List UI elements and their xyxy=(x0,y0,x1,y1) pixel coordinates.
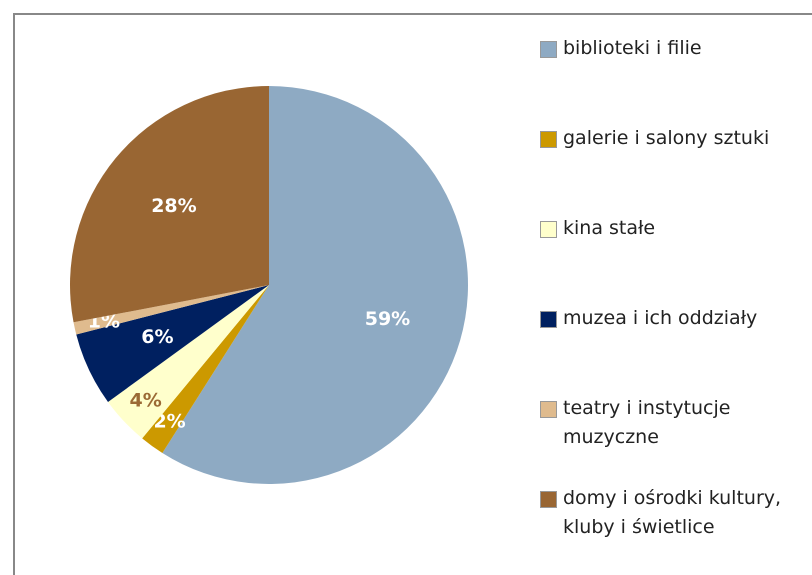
legend: biblioteki i filie galerie i salony sztuk… xyxy=(540,34,812,574)
legend-swatch xyxy=(540,131,557,148)
legend-item: domy i ośrodki kultury, kluby i świetlic… xyxy=(540,484,812,574)
legend-label: muzea i ich oddziały xyxy=(563,307,758,329)
legend-item: galerie i salony sztuki xyxy=(540,124,812,214)
legend-label: galerie i salony sztuki xyxy=(563,127,770,149)
pie-slice xyxy=(73,285,269,335)
legend-item: muzea i ich oddziały xyxy=(540,304,812,394)
legend-swatch xyxy=(540,41,557,58)
legend-item: teatry i instytucje muzyczne xyxy=(540,394,812,484)
data-label: 2% xyxy=(153,410,185,432)
legend-label: teatry i instytucje muzyczne xyxy=(563,397,731,448)
legend-label: domy i ośrodki kultury, kluby i świetlic… xyxy=(563,487,782,538)
legend-swatch xyxy=(540,491,557,508)
data-label: 4% xyxy=(130,389,162,411)
legend-label: kina stałe xyxy=(563,217,656,239)
pie-slice xyxy=(76,285,269,402)
pie-slice xyxy=(69,86,269,323)
legend-item: kina stałe xyxy=(540,214,812,304)
pie-slice xyxy=(142,285,269,454)
legend-swatch xyxy=(540,311,557,328)
data-label: 59% xyxy=(365,308,410,330)
legend-label: biblioteki i filie xyxy=(563,37,702,59)
pie-slice xyxy=(162,86,468,484)
pie-slice xyxy=(108,285,269,439)
legend-swatch xyxy=(540,221,557,238)
chart-frame xyxy=(13,13,812,575)
legend-swatch xyxy=(540,401,557,418)
legend-item: biblioteki i filie xyxy=(540,34,812,124)
page: 59% 2% 4% 6% 1% 28% biblioteki i filie galerie… xyxy=(13,13,812,575)
data-label: 6% xyxy=(141,326,173,348)
chart: 59%2%4%6%1%28% xyxy=(69,86,468,484)
data-label: 28% xyxy=(151,195,196,217)
